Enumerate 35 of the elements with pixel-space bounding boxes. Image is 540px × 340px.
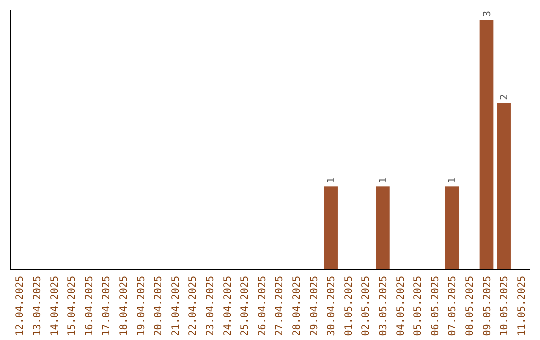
x-tick-label: 09.05.2025: [482, 276, 494, 336]
x-tick-label: 30.04.2025: [326, 276, 338, 336]
x-tick-label: 20.04.2025: [154, 276, 165, 336]
x-tick-label: 16.04.2025: [84, 276, 96, 336]
x-tick-label: 03.05.2025: [378, 276, 390, 336]
x-tick-label: 19.04.2025: [136, 276, 148, 336]
x-tick-label: 13.04.2025: [32, 276, 44, 336]
x-tick-label: 26.04.2025: [257, 276, 268, 336]
x-tick-label: 27.04.2025: [274, 276, 286, 336]
x-tick-label: 24.04.2025: [222, 276, 234, 336]
data-label: 1: [378, 178, 390, 184]
x-tick-label: 28.04.2025: [292, 276, 303, 336]
data-label: 3: [482, 10, 494, 17]
x-tick-label: 05.05.2025: [413, 276, 424, 336]
x-tick-label: 29.04.2025: [309, 276, 320, 336]
x-tick-label: 17.04.2025: [102, 276, 113, 336]
x-tick-label: 14.04.2025: [50, 276, 61, 336]
x-tick-label: 02.05.2025: [361, 276, 372, 336]
x-tick-label: 21.04.2025: [170, 276, 182, 336]
x-tick-label: 10.05.2025: [500, 276, 511, 336]
x-tick-label: 08.05.2025: [464, 276, 476, 336]
x-tick-label: 04.05.2025: [396, 276, 407, 336]
x-tick-label: 01.05.2025: [344, 276, 355, 336]
x-tick-label: 18.04.2025: [118, 276, 130, 336]
data-label: 2: [500, 94, 511, 100]
data-label: 1: [326, 178, 338, 184]
x-tick-label: 07.05.2025: [448, 276, 459, 336]
x-tick-label: 06.05.2025: [430, 276, 442, 336]
x-tick-label: 23.04.2025: [205, 276, 216, 336]
data-label: 1: [448, 178, 459, 184]
x-tick-label: 22.04.2025: [188, 276, 200, 336]
x-tick-label: 25.04.2025: [240, 276, 252, 336]
x-tick-label: 11.05.2025: [516, 276, 528, 336]
x-tick-label: 12.04.2025: [15, 276, 26, 336]
x-tick-label: 15.04.2025: [67, 276, 78, 336]
